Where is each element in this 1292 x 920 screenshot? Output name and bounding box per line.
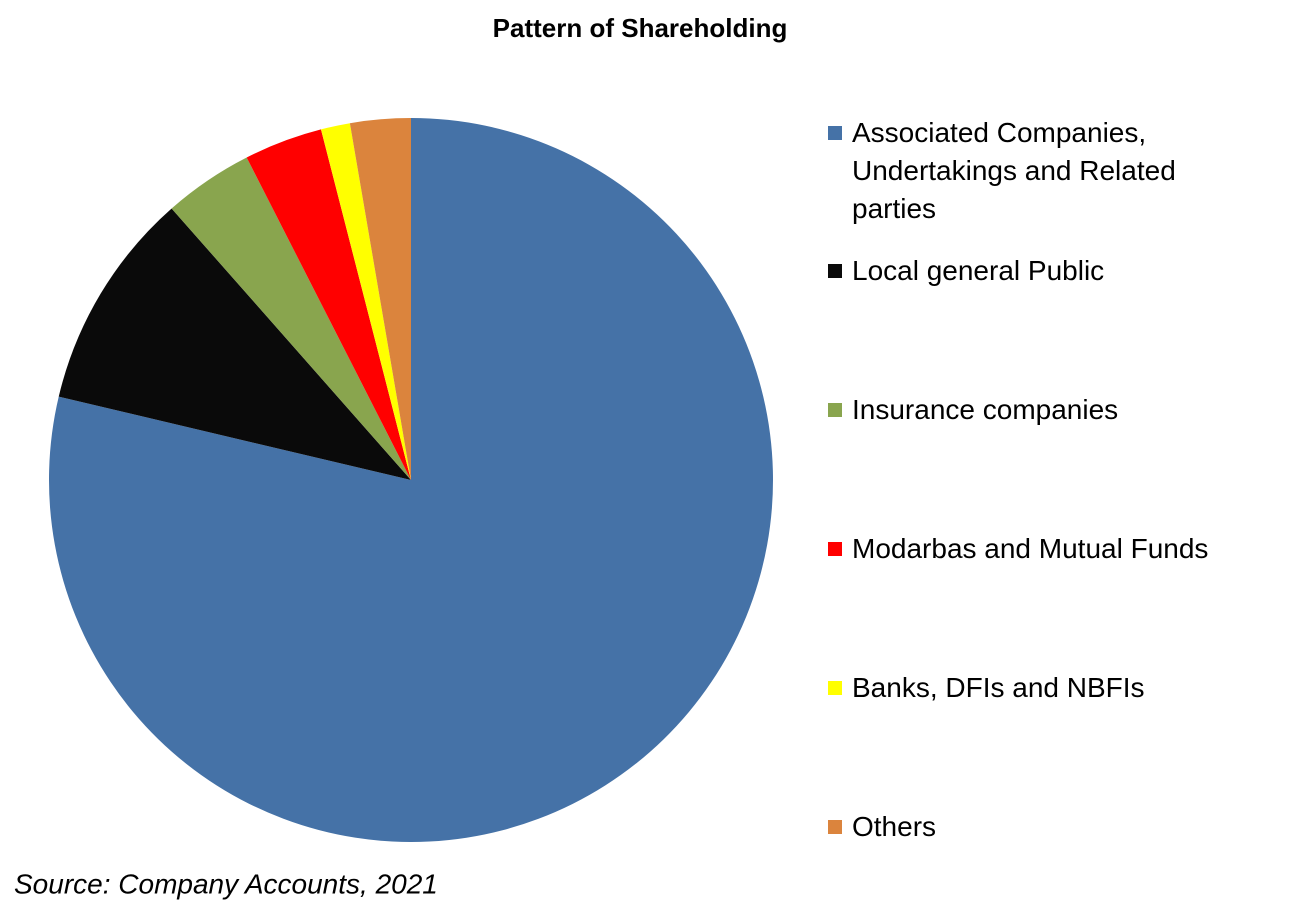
legend-swatch	[828, 126, 842, 140]
legend-swatch	[828, 403, 842, 417]
legend-label: Associated Companies, Undertakings and R…	[852, 117, 1176, 224]
legend-item: Insurance companies	[828, 391, 1268, 429]
legend-label: Insurance companies	[852, 394, 1119, 425]
legend-label: Others	[852, 811, 937, 842]
legend-item: Local general Public	[828, 252, 1268, 290]
legend-swatch	[828, 542, 842, 556]
pie-slice	[246, 129, 411, 480]
chart-title: Pattern of Shareholding	[493, 13, 788, 43]
legend-label: Local general Public	[852, 255, 1105, 286]
pie-slice	[349, 118, 411, 480]
legend-label: Modarbas and Mutual Funds	[852, 533, 1209, 564]
legend-swatch	[828, 820, 842, 834]
legend-item: Associated Companies, Undertakings and R…	[828, 114, 1268, 228]
legend-swatch	[828, 264, 842, 278]
pie-slice	[48, 118, 773, 842]
source-note: Source: Company Accounts, 2021	[14, 868, 438, 899]
pie-slice	[58, 208, 411, 481]
legend-label: Banks, DFIs and NBFIs	[852, 672, 1145, 703]
pie-slice	[171, 157, 411, 481]
legend-item: Banks, DFIs and NBFIs	[828, 669, 1268, 707]
pie	[48, 118, 773, 842]
pie-slice	[320, 123, 411, 480]
legend-swatch	[828, 681, 842, 695]
legend-item: Modarbas and Mutual Funds	[828, 530, 1268, 568]
legend-item: Others	[828, 808, 1268, 846]
